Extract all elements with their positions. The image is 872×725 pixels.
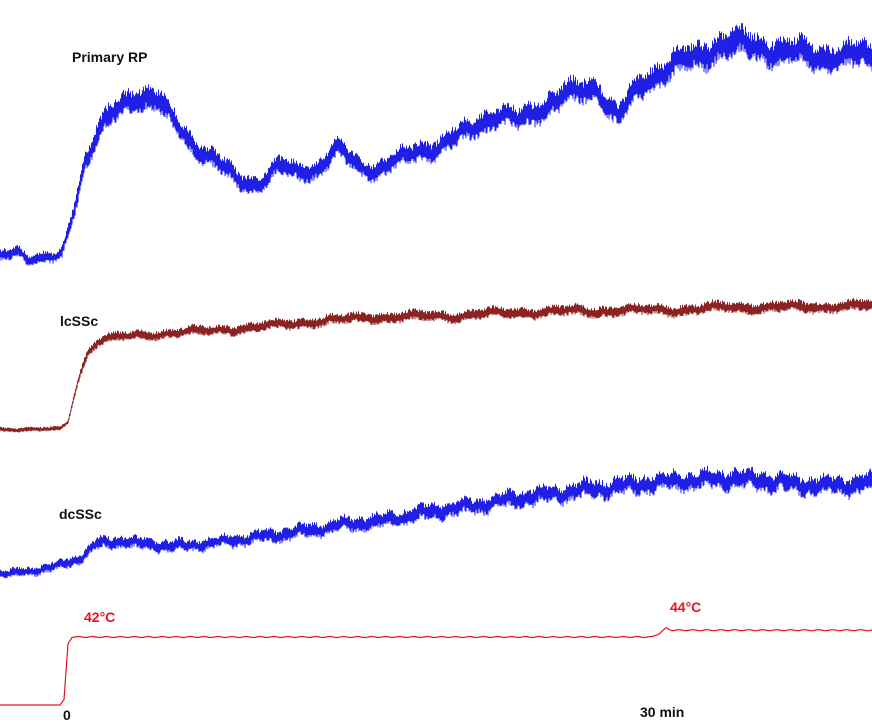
trace-lcssc — [0, 297, 872, 433]
series-label-dcssc: dcSSc — [59, 506, 102, 522]
annotation-temp-44: 44°C — [670, 599, 701, 615]
series-label-lcssc: lcSSc — [60, 313, 98, 329]
trace-dcssc — [0, 465, 872, 579]
trace-primary-rp — [0, 22, 872, 266]
x-tick-label-30: 30 min — [640, 704, 684, 720]
trace-temperature — [0, 627, 872, 706]
traces-layer — [0, 22, 872, 706]
x-tick-label-0: 0 — [63, 707, 71, 723]
labels-layer: Primary RP lcSSc dcSSc 42°C 44°C 0 30 mi… — [59, 49, 701, 723]
series-label-primary-rp: Primary RP — [72, 49, 147, 65]
annotation-temp-42: 42°C — [84, 609, 115, 625]
